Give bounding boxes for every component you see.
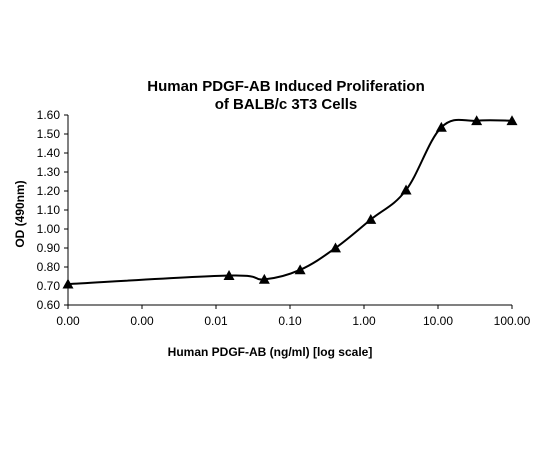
- series-line: [67, 118, 513, 286]
- y-tick-label: 1.20: [37, 184, 61, 198]
- x-tick-label: 0.01: [204, 314, 228, 328]
- data-point-triangle: [258, 273, 270, 284]
- y-tick-label: 1.10: [37, 203, 61, 217]
- axes: 0.60 0.70 0.80 0.90 1.00 1.10 1.20 1.30 1.40 1.50…: [37, 108, 531, 328]
- data-point-triangle: [435, 121, 447, 132]
- y-tick-label: 1.40: [37, 146, 61, 160]
- y-tick-label: 1.30: [37, 165, 61, 179]
- y-tick-label: 0.80: [37, 260, 61, 274]
- x-tick-label: 0.10: [278, 314, 302, 328]
- y-axis-label: OD (490nm): [13, 180, 27, 247]
- chart-title-line-1: Human PDGF-AB Induced Proliferation: [147, 78, 425, 95]
- y-tick-label: 1.50: [37, 127, 61, 141]
- data-point-triangle: [365, 214, 377, 224]
- chart-title-line-2: of BALB/c 3T3 Cells: [215, 96, 358, 113]
- x-axis-label: Human PDGF-AB (ng/ml) [log scale]: [168, 345, 373, 359]
- data-point-triangle: [400, 184, 412, 195]
- data-point-triangle: [471, 115, 483, 126]
- y-tick-label: 0.60: [37, 298, 61, 312]
- x-tick-label: 100.00: [494, 314, 531, 328]
- y-tick-label: 0.90: [37, 241, 61, 255]
- y-tick-label: 1.60: [37, 108, 61, 122]
- x-tick-label: 0.00: [130, 314, 154, 328]
- plot-area: [62, 115, 518, 289]
- x-tick-label: 10.00: [423, 314, 453, 328]
- data-point-triangle: [294, 264, 306, 275]
- x-tick-label: 1.00: [352, 314, 376, 328]
- data-point-triangle: [223, 270, 235, 280]
- data-point-triangle: [330, 242, 342, 253]
- data-point-triangle: [62, 278, 74, 289]
- x-tick-label: 0.00: [56, 314, 80, 328]
- data-point-triangle: [506, 115, 518, 126]
- y-tick-label: 1.00: [37, 222, 61, 236]
- y-tick-label: 0.70: [37, 279, 61, 293]
